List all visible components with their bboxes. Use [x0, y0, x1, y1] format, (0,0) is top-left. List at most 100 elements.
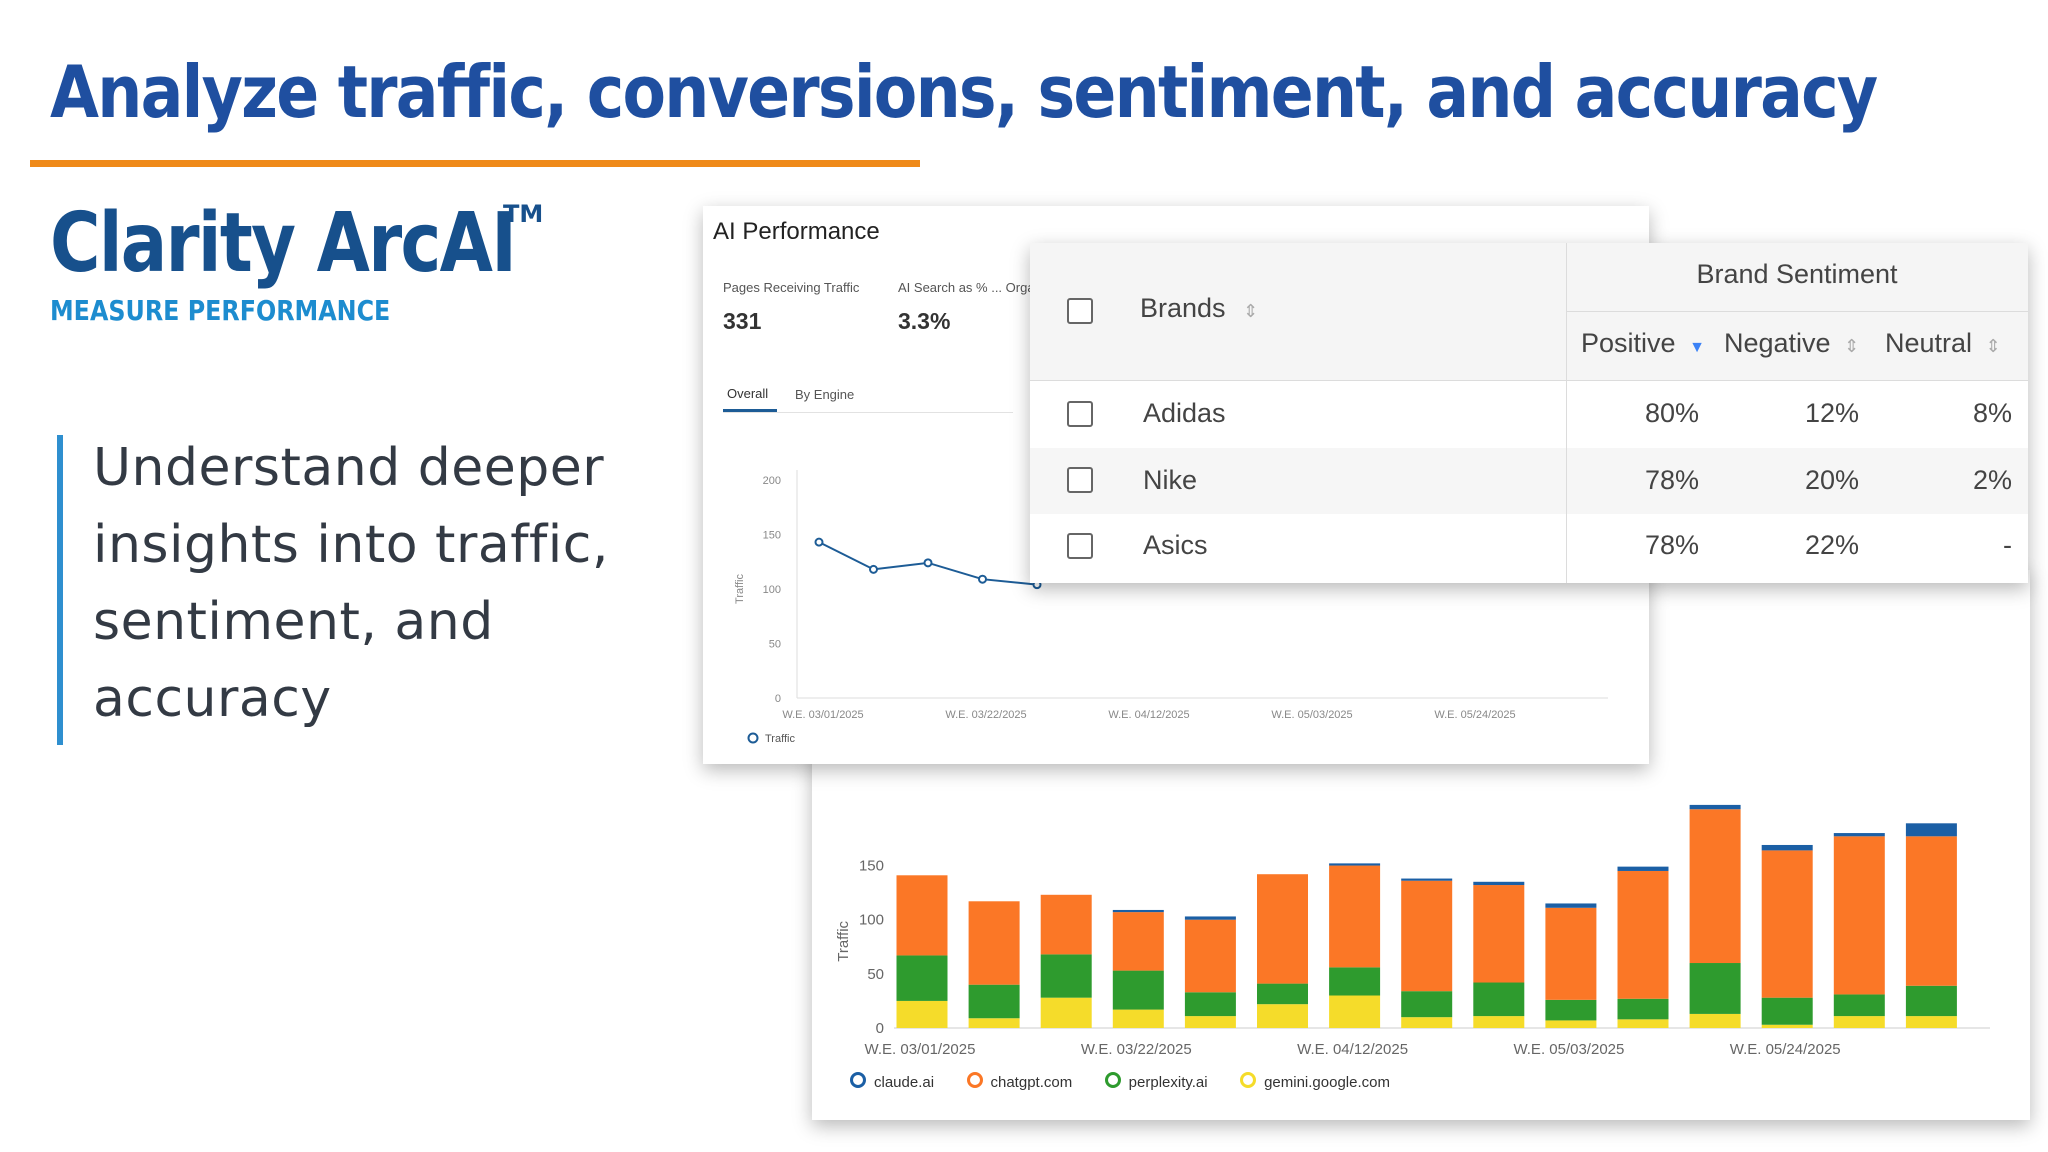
metric-label: AI Search as % ... Orga [898, 280, 1035, 295]
x-tick-label: W.E. 05/03/2025 [1271, 709, 1352, 721]
y-tick-label: 50 [769, 639, 781, 651]
bar-segment [1833, 833, 1885, 837]
bar-segment [1905, 985, 1957, 1017]
bar-segment [1040, 954, 1092, 998]
traffic-line-chart: 0 50 100 150 200 Traffic W.E. 03/01/2025 W.E. 0… [734, 470, 1608, 745]
x-tick-label: W.E. 03/01/2025 [865, 1041, 976, 1058]
traffic-point [814, 537, 824, 547]
bar-segment [1257, 1004, 1308, 1028]
metric-value: 331 [723, 308, 762, 334]
bar-segment [1401, 880, 1453, 992]
x-tick-label: W.E. 05/24/2025 [1434, 709, 1515, 721]
bar-segment [1401, 991, 1453, 1018]
bar-segment [1184, 992, 1236, 1017]
y-tick-label: 100 [763, 584, 781, 596]
bar-segment [1905, 1016, 1957, 1028]
y-tick-label: 0 [775, 693, 781, 705]
x-tick-label: W.E. 04/12/2025 [1108, 709, 1189, 721]
bar-segment [1689, 1013, 1741, 1028]
sort-desc-icon[interactable]: ▼ [1689, 339, 1705, 356]
active-tab-indicator [723, 409, 777, 412]
bar-segment [896, 875, 948, 956]
bullet-text: Understand deeper insights into traffic,… [93, 438, 609, 729]
bar-segment [1401, 878, 1453, 881]
bar-segment [1329, 967, 1381, 996]
bar-segment [1473, 885, 1525, 983]
column-header-brands[interactable]: Brands ⇕ [1140, 293, 1259, 323]
negative-cell: 12% [1804, 398, 1860, 428]
tab-by-engine[interactable]: By Engine [795, 387, 855, 402]
bar-segment [1329, 995, 1381, 1028]
positive-cell: 78% [1644, 465, 1700, 495]
column-header-neutral[interactable]: Neutral ⇕ [1885, 328, 2001, 358]
bar-legend: claude.ai chatgpt.com perplexity.ai gemi… [850, 1072, 1390, 1092]
bar-segment [1257, 874, 1308, 984]
legend-traffic-icon [747, 732, 759, 744]
ai-performance-title: AI Performance [713, 218, 880, 245]
bar-segment [1184, 1016, 1236, 1028]
bar-segment [1473, 982, 1525, 1017]
bar-segment [1184, 916, 1236, 920]
bar-segment [1112, 912, 1164, 971]
sort-icon[interactable]: ⇕ [1243, 301, 1259, 321]
bar-segment [1905, 836, 1957, 986]
title-underline [30, 160, 920, 167]
bar-segment [1617, 870, 1669, 999]
bar-segment [968, 984, 1020, 1019]
bar-segment [1112, 909, 1164, 913]
engine-traffic-chart: 0 50 100 150 Traffic W.E. 03/01/2025 W.E. 03/2… [835, 804, 1990, 1058]
bar-segment [896, 955, 948, 1001]
bar-segment [1689, 809, 1741, 964]
bar-segment [1689, 963, 1741, 1014]
x-tick-label: W.E. 05/03/2025 [1513, 1041, 1624, 1058]
brand-cell: Asics [1143, 530, 1208, 560]
traffic-point [923, 558, 933, 568]
column-header-negative[interactable]: Negative ⇕ [1724, 328, 1860, 358]
row-checkbox[interactable] [1067, 401, 1093, 427]
brand-sentiment-header: Brand Sentiment [1696, 259, 1898, 289]
x-tick-label: W.E. 03/22/2025 [1081, 1041, 1192, 1058]
select-all-checkbox[interactable] [1067, 298, 1093, 324]
traffic-point [869, 564, 878, 574]
negative-cell: 22% [1804, 530, 1860, 560]
bar-segment [1112, 970, 1164, 1010]
bar-segment [896, 1000, 948, 1028]
bar-segment [1617, 866, 1669, 871]
bar-segment [1545, 1020, 1597, 1028]
legend-chatgpt[interactable]: chatgpt.com [966, 1072, 1072, 1091]
metric-value: 3.3% [898, 308, 951, 334]
bar-segment [1761, 1024, 1813, 1028]
brand-cell: Adidas [1143, 398, 1226, 428]
y-tick-label: 200 [763, 475, 781, 487]
bar-segment [1473, 881, 1525, 886]
y-tick-label: 150 [859, 858, 884, 875]
bar-segment [1545, 999, 1597, 1021]
legend-claude[interactable]: claude.ai [850, 1072, 934, 1091]
bar-segment [1905, 823, 1957, 837]
row-checkbox[interactable] [1067, 467, 1093, 493]
tab-overall[interactable]: Overall [727, 386, 769, 401]
sort-icon[interactable]: ⇕ [1844, 336, 1860, 356]
legend-traffic-label: Traffic [765, 733, 795, 745]
brand-name: Clarity ArcAI [50, 196, 517, 291]
brand-trademark: TM [503, 200, 544, 228]
legend-gemini[interactable]: gemini.google.com [1240, 1072, 1390, 1091]
bar-segment [1040, 894, 1092, 955]
bullet-accent-bar [57, 435, 63, 745]
neutral-cell: - [2003, 530, 2012, 560]
legend-perplexity[interactable]: perplexity.ai [1104, 1072, 1208, 1091]
slide-title: Analyze traffic, conversions, sentiment,… [50, 50, 1878, 134]
neutral-cell: 2% [1972, 465, 2012, 495]
bar-segment [1833, 1016, 1885, 1028]
column-header-positive[interactable]: Positive ▼ [1581, 328, 1705, 358]
bar-segment [1689, 804, 1741, 810]
sort-icon[interactable]: ⇕ [1985, 336, 2001, 356]
positive-cell: 80% [1644, 398, 1700, 428]
row-checkbox[interactable] [1067, 533, 1093, 559]
bar-segment [1401, 1017, 1453, 1028]
bar-segment [1617, 1019, 1669, 1028]
bar-segment [1329, 863, 1381, 866]
bar-segment [968, 901, 1020, 985]
bar-segment [1761, 850, 1813, 998]
bar-segment [1545, 907, 1597, 1000]
